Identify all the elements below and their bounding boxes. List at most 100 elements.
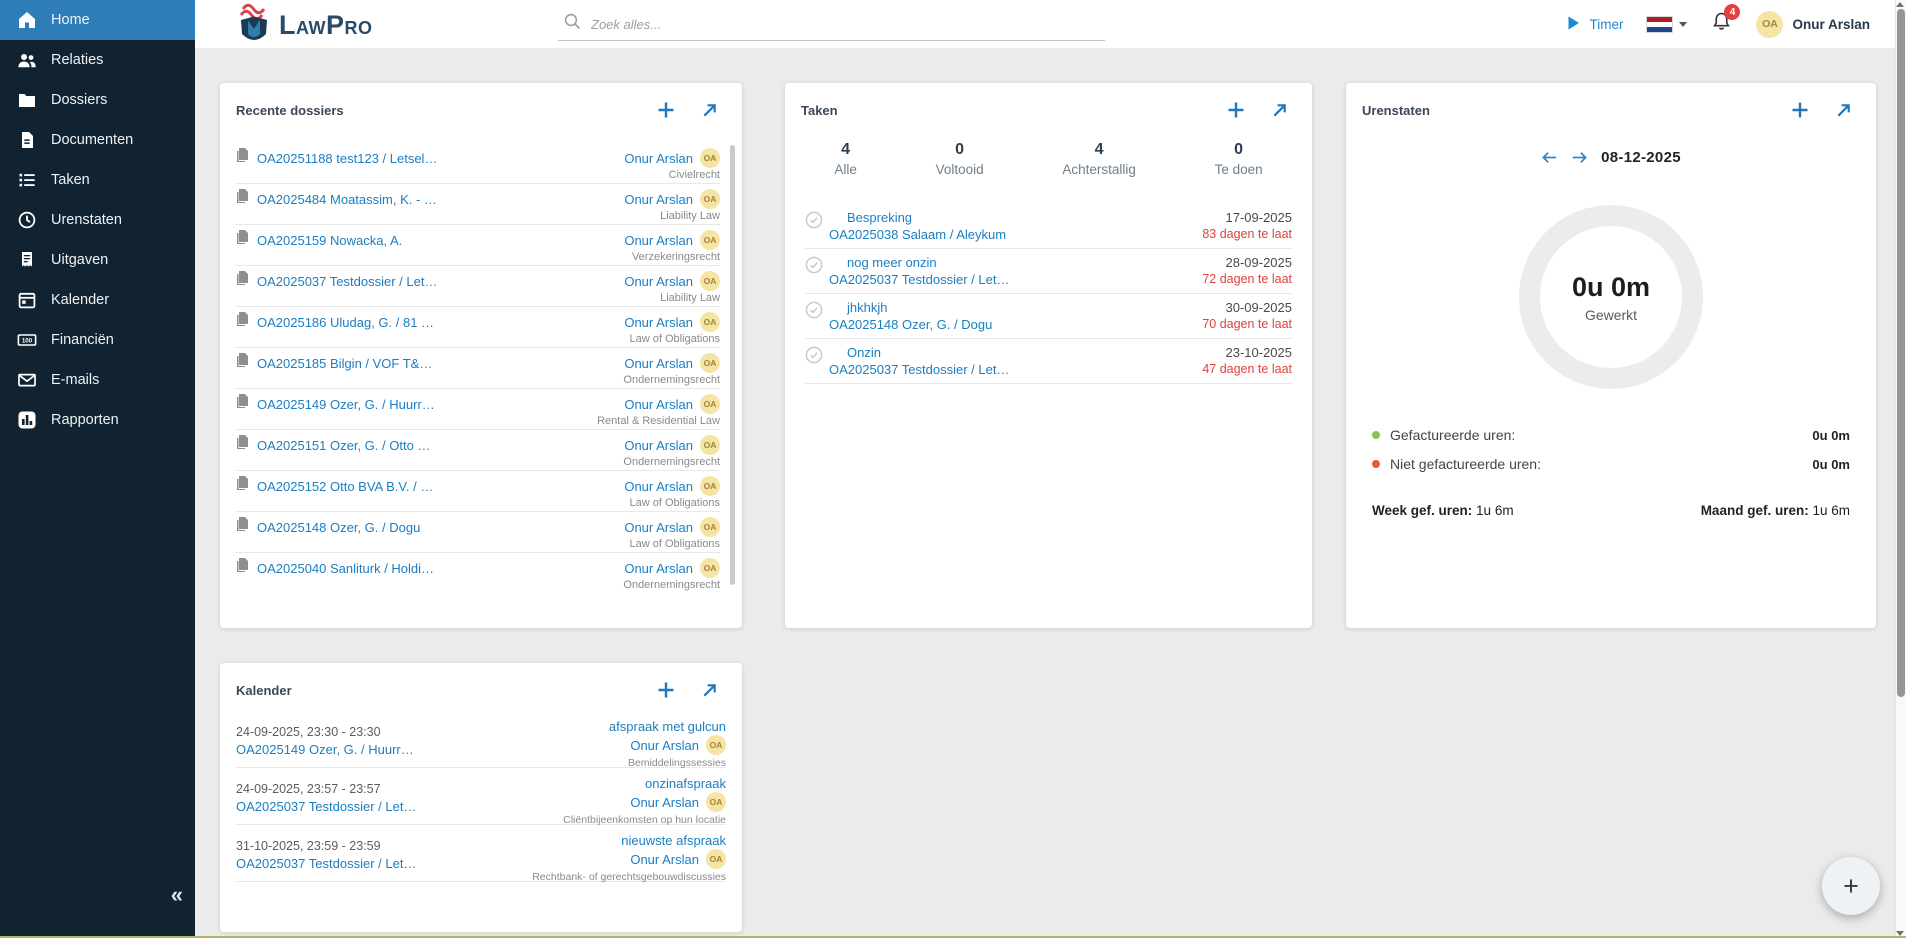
add-dossier-button[interactable] — [657, 101, 675, 119]
next-day-button[interactable] — [1571, 150, 1588, 165]
timer-button[interactable]: Timer — [1566, 15, 1623, 34]
open-timesheets-button[interactable] — [1835, 102, 1852, 119]
dossier-category: Civielrecht — [668, 169, 720, 181]
appointment-datetime: 24-09-2025, 23:57 - 23:57 — [236, 782, 381, 796]
owner-link[interactable]: Onur Arslan — [624, 437, 693, 453]
dossier-link[interactable]: OA2025186 Uludag, G. / 81 … — [257, 314, 435, 330]
sidebar-item-label: Home — [51, 12, 90, 28]
dossier-category: Verzekeringsrecht — [631, 251, 720, 263]
owner-link[interactable]: Onur Arslan — [624, 355, 693, 371]
search-input[interactable] — [591, 16, 1071, 32]
owner-link[interactable]: Onur Arslan — [624, 314, 693, 330]
appointment-dossier-link[interactable]: OA2025149 Ozer, G. / Huurr… — [236, 742, 414, 757]
timesheets-card: Urenstaten 08-12-2025 0u 0m Gewerkt Gefa… — [1346, 83, 1876, 628]
open-tasks-button[interactable] — [1271, 102, 1288, 119]
complete-task-checkbox[interactable] — [805, 211, 823, 229]
receipt-icon — [16, 250, 38, 270]
stat-voltooid[interactable]: 0 Voltooid — [935, 141, 984, 177]
sidebar-collapse-button[interactable]: « — [170, 882, 183, 907]
add-appointment-button[interactable] — [657, 681, 675, 699]
flag-stripe-white — [1647, 21, 1673, 27]
appointment-dossier-link[interactable]: OA2025037 Testdossier / Let… — [236, 856, 417, 871]
quick-add-fab[interactable]: + — [1822, 857, 1880, 915]
calendar-card: Kalender 24-09-2025, 23:30 - 23:30 OA202… — [220, 663, 742, 932]
dossier-link[interactable]: OA2025484 Moatassim, K. - … — [257, 191, 437, 207]
complete-task-checkbox[interactable] — [805, 346, 823, 364]
scroll-up-arrow-icon[interactable] — [1896, 2, 1904, 7]
sidebar-item-rapporten[interactable]: Rapporten — [0, 400, 195, 440]
dossier-link[interactable]: OA2025148 Ozer, G. / Dogu — [257, 519, 421, 535]
owner-link[interactable]: Onur Arslan — [624, 560, 693, 576]
add-timesheet-button[interactable] — [1791, 101, 1809, 119]
dossier-link[interactable]: OA2025037 Testdossier / Let… — [257, 273, 438, 289]
task-title-link[interactable]: jhkhkjh — [847, 300, 888, 315]
owner-link[interactable]: Onur Arslan — [624, 191, 693, 207]
owner-link[interactable]: Onur Arslan — [624, 478, 693, 494]
folder-icon — [16, 90, 38, 110]
sidebar-item-dossiers[interactable]: Dossiers — [0, 80, 195, 120]
task-title-link[interactable]: Onzin — [847, 345, 881, 360]
user-menu[interactable]: OA Onur Arslan — [1756, 10, 1870, 38]
task-dossier-link[interactable]: OA2025037 Testdossier / Let… — [829, 362, 1010, 377]
dossier-row: OA2025040 Sanliturk / Holdi… Onur Arslan… — [236, 553, 720, 594]
scroll-down-arrow-icon[interactable] — [1896, 931, 1904, 936]
appointment-dossier-link[interactable]: OA2025037 Testdossier / Let… — [236, 799, 417, 814]
task-dossier-link[interactable]: OA2025037 Testdossier / Let… — [829, 272, 1010, 287]
owner-link[interactable]: Onur Arslan — [624, 232, 693, 248]
page-scrollbar-thumb[interactable] — [1897, 9, 1905, 697]
owner-link[interactable]: Onur Arslan — [630, 737, 699, 753]
dossier-link[interactable]: OA2025040 Sanliturk / Holdi… — [257, 560, 435, 576]
sidebar-item-label: Financiën — [51, 332, 114, 348]
sidebar-item-documenten[interactable]: Documenten — [0, 120, 195, 160]
search-icon — [564, 13, 581, 35]
owner-link[interactable]: Onur Arslan — [630, 794, 699, 810]
sidebar-item-taken[interactable]: Taken — [0, 160, 195, 200]
owner-link[interactable]: Onur Arslan — [624, 519, 693, 535]
owner-link[interactable]: Onur Arslan — [624, 273, 693, 289]
timesheets-header: Urenstaten — [1346, 83, 1876, 119]
page-scrollbar[interactable] — [1895, 0, 1906, 938]
lawpro-logo[interactable]: LAWPRO — [233, 3, 373, 47]
stat-alle[interactable]: 4 Alle — [834, 141, 857, 177]
open-calendar-button[interactable] — [701, 682, 718, 699]
notifications-button[interactable]: 4 — [1711, 4, 1741, 37]
sidebar-item-kalender[interactable]: Kalender — [0, 280, 195, 320]
complete-task-checkbox[interactable] — [805, 256, 823, 274]
dossier-link[interactable]: OA20251188 test123 / Letsel… — [257, 150, 438, 166]
clock-icon — [16, 210, 38, 230]
sidebar-item-financien[interactable]: 100 Financiën — [0, 320, 195, 360]
sidebar-item-emails[interactable]: E-mails — [0, 360, 195, 400]
sidebar-item-home[interactable]: Home — [0, 0, 195, 40]
owner-link[interactable]: Onur Arslan — [630, 851, 699, 867]
previous-day-button[interactable] — [1541, 150, 1558, 165]
appointment-list: 24-09-2025, 23:30 - 23:30 OA2025149 Ozer… — [236, 711, 726, 883]
stat-achterstallig[interactable]: 4 Achterstallig — [1062, 141, 1136, 177]
owner-avatar-badge: OA — [706, 849, 726, 869]
appointment-title-link[interactable]: afspraak met gulcun — [608, 719, 726, 734]
stat-te-doen[interactable]: 0 Te doen — [1214, 141, 1263, 177]
sidebar-item-uitgaven[interactable]: Uitgaven — [0, 240, 195, 280]
dossier-row: OA2025152 Otto BVA B.V. / … Onur Arslan O… — [236, 471, 720, 512]
sidebar-item-urenstaten[interactable]: Urenstaten — [0, 200, 195, 240]
dossier-category: Ondernemingsrecht — [623, 456, 720, 468]
sidebar-item-relaties[interactable]: Relaties — [0, 40, 195, 80]
timesheet-date-nav: 08-12-2025 — [1346, 149, 1876, 166]
dossier-link[interactable]: OA2025152 Otto BVA B.V. / … — [257, 478, 434, 494]
open-dossiers-button[interactable] — [701, 102, 718, 119]
dossier-link[interactable]: OA2025159 Nowacka, A. — [257, 232, 403, 248]
dossier-link[interactable]: OA2025149 Ozer, G. / Huurr… — [257, 396, 435, 412]
owner-link[interactable]: Onur Arslan — [624, 396, 693, 412]
task-title-link[interactable]: Bespreking — [847, 210, 913, 225]
task-title-link[interactable]: nog meer onzin — [847, 255, 937, 270]
owner-link[interactable]: Onur Arslan — [624, 150, 693, 166]
appointment-title-link[interactable]: nieuwste afspraak — [621, 833, 726, 848]
card-scrollbar[interactable] — [730, 145, 735, 585]
dossier-link[interactable]: OA2025151 Ozer, G. / Otto … — [257, 437, 431, 453]
task-dossier-link[interactable]: OA2025038 Salaam / Aleykum — [829, 227, 1007, 242]
dossier-link[interactable]: OA2025185 Bilgin / VOF T&… — [257, 355, 433, 371]
task-dossier-link[interactable]: OA2025148 Ozer, G. / Dogu — [829, 317, 993, 332]
add-task-button[interactable] — [1227, 101, 1245, 119]
complete-task-checkbox[interactable] — [805, 301, 823, 319]
language-selector[interactable] — [1647, 16, 1688, 32]
appointment-title-link[interactable]: onzinafspraak — [645, 776, 726, 791]
